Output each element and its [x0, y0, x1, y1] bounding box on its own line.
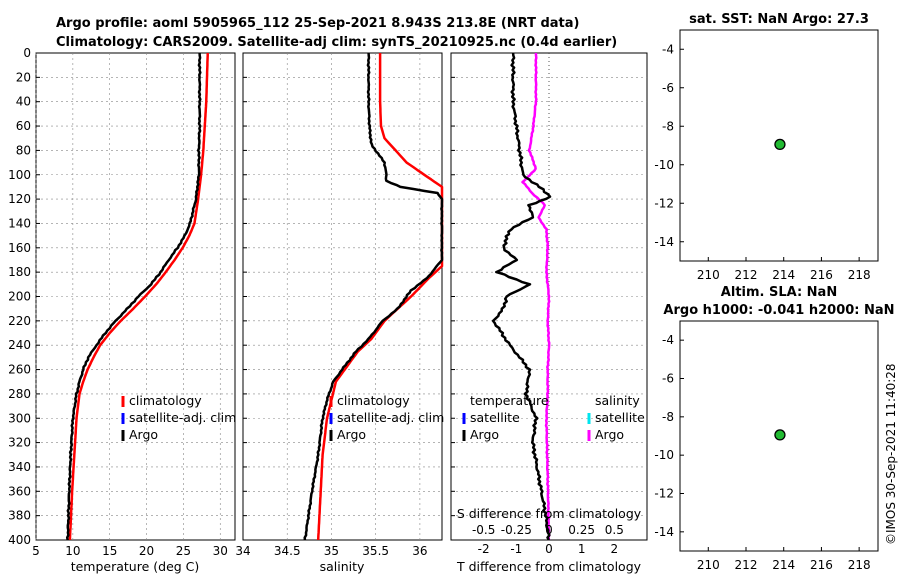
temperature-tick-label: 30	[213, 544, 228, 558]
temperature-x-label: temperature (deg C)	[71, 559, 200, 574]
header-line-1: Argo profile: aoml 5905965_112 25-Sep-20…	[56, 16, 580, 31]
depth-tick-label: 400	[8, 533, 31, 547]
sla-map-title-2: Argo h1000: -0.041 h2000: NaN	[663, 303, 894, 318]
difference-top-label: S difference from climatology	[457, 506, 642, 521]
depth-tick-label: 60	[16, 119, 31, 133]
map-x-tick-label: 216	[810, 268, 833, 282]
map-y-tick-label: -10	[654, 448, 674, 462]
salinity-climatology-line	[316, 53, 444, 541]
sst-map-title: sat. SST: NaN Argo: 27.3	[689, 12, 869, 27]
salinity-argo-line	[303, 52, 444, 541]
depth-tick-label: 100	[8, 168, 31, 182]
depth-tick-label: 320	[8, 436, 31, 450]
salinity-difference-tick-label: -0.25	[501, 523, 532, 537]
map-y-tick-label: -10	[654, 158, 674, 172]
temperature-climatology-line	[68, 53, 209, 541]
sal-legend-satellite-label: satellite-adj. clim	[337, 410, 444, 425]
depth-tick-label: 340	[8, 460, 31, 474]
depth-tick-label: 300	[8, 411, 31, 425]
map-x-tick-label: 218	[848, 268, 871, 282]
map-y-tick-label: -4	[662, 42, 674, 56]
temperature-tick-label: 20	[139, 544, 154, 558]
depth-tick-label: 20	[16, 70, 31, 84]
difference-tick-label: -2	[478, 542, 490, 556]
sla-map-title-1: Altim. SLA: NaN	[721, 285, 837, 300]
temperature-difference-argo-line	[491, 52, 552, 541]
depth-tick-label: 160	[8, 241, 31, 255]
salinity-difference-argo-line	[521, 52, 551, 541]
depth-tick-label: 280	[8, 387, 31, 401]
diff-legend-sal-argo-label: Argo	[595, 427, 624, 442]
sal-legend-climatology-label: climatology	[337, 393, 410, 408]
difference-tick-label: -1	[510, 542, 522, 556]
header-line-2: Climatology: CARS2009. Satellite-adj cli…	[56, 35, 617, 50]
map-y-tick-label: -14	[654, 525, 674, 539]
map-x-tick-label: 216	[810, 558, 833, 572]
salinity-tick-label: 34.5	[274, 544, 301, 558]
legend-climatology-label: climatology	[129, 393, 202, 408]
difference-x-label: T difference from climatology	[456, 559, 642, 574]
depth-tick-label: 200	[8, 290, 31, 304]
diff-legend-temp-argo-label: Argo	[470, 427, 499, 442]
diff-legend-temp-satellite-label: satellite	[470, 410, 520, 425]
salinity-difference-tick-label: 0	[545, 523, 553, 537]
map-y-tick-label: -6	[662, 372, 674, 386]
depth-tick-label: 180	[8, 265, 31, 279]
salinity-tick-label: 35.5	[362, 544, 389, 558]
salinity-difference-tick-label: -0.5	[472, 523, 495, 537]
salinity-tick-label: 35	[324, 544, 339, 558]
map-y-tick-label: -8	[662, 410, 674, 424]
depth-tick-label: 80	[16, 143, 31, 157]
temperature-tick-label: 15	[102, 544, 117, 558]
temperature-tick-label: 10	[65, 544, 80, 558]
salinity-tick-label: 34	[235, 544, 250, 558]
legend-satellite-label: satellite-adj. clim	[129, 410, 236, 425]
map-x-tick-label: 212	[735, 268, 758, 282]
map-x-tick-label: 210	[697, 558, 720, 572]
salinity-x-label: salinity	[320, 559, 365, 574]
map-x-tick-label: 214	[772, 558, 795, 572]
legend-argo-label: Argo	[129, 427, 158, 442]
sal-legend-argo-label: Argo	[337, 427, 366, 442]
timestamp-stamp: ©IMOS 30-Sep-2021 11:40:28	[884, 363, 898, 545]
depth-tick-label: 40	[16, 95, 31, 109]
depth-tick-label: 140	[8, 216, 31, 230]
salinity-difference-tick-label: 0.25	[568, 523, 595, 537]
depth-tick-label: 0	[23, 46, 31, 60]
depth-tick-label: 260	[8, 363, 31, 377]
temperature-argo-line	[65, 52, 202, 541]
diff-legend-salinity-heading: salinity	[595, 393, 640, 408]
map-x-tick-label: 214	[772, 268, 795, 282]
map-y-tick-label: -8	[662, 119, 674, 133]
depth-tick-label: 380	[8, 509, 31, 523]
diff-legend-sal-satellite-label: satellite	[595, 410, 645, 425]
diff-legend-temperature-heading: temperature	[470, 393, 549, 408]
depth-tick-label: 360	[8, 484, 31, 498]
map-y-tick-label: -6	[662, 81, 674, 95]
salinity-tick-label: 36	[412, 544, 427, 558]
map-y-tick-label: -14	[654, 235, 674, 249]
depth-tick-label: 240	[8, 338, 31, 352]
map-y-tick-label: -12	[654, 196, 674, 210]
map-y-tick-label: -4	[662, 333, 674, 347]
argo-location-marker	[774, 429, 786, 441]
map-x-tick-label: 218	[848, 558, 871, 572]
difference-tick-label: 2	[611, 542, 619, 556]
temperature-tick-label: 25	[176, 544, 191, 558]
map-x-tick-label: 210	[697, 268, 720, 282]
argo-location-marker	[774, 138, 786, 151]
salinity-difference-tick-label: 0.5	[605, 523, 624, 537]
map-x-tick-label: 212	[735, 558, 758, 572]
depth-tick-label: 120	[8, 192, 31, 206]
depth-tick-label: 220	[8, 314, 31, 328]
map-y-tick-label: -12	[654, 487, 674, 501]
difference-tick-label: 1	[578, 542, 586, 556]
temperature-tick-label: 5	[32, 544, 40, 558]
difference-tick-label: 0	[545, 542, 553, 556]
